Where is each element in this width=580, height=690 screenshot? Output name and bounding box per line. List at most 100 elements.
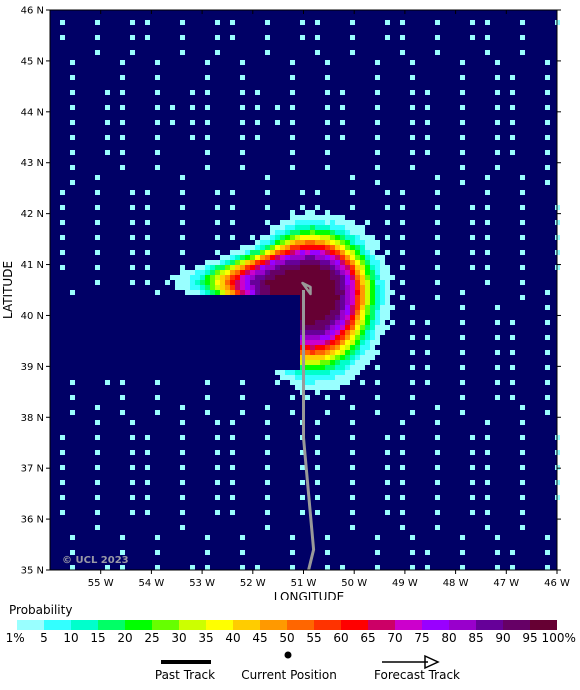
probability-cell [345,265,350,270]
probability-cell [290,285,295,290]
probability-cell [375,550,380,555]
probability-cell [305,395,310,400]
probability-cell [70,410,75,415]
probability-cell [320,215,325,220]
probability-cell [325,165,330,170]
probability-cell [325,245,330,250]
probability-cell [145,435,150,440]
probability-cell [275,235,280,240]
probability-cell [265,280,270,285]
probability-field [60,20,560,570]
probability-cell [145,205,150,210]
lat-tick-label: 39 N [21,362,44,373]
probability-cell [360,260,365,265]
probability-cell [165,280,170,285]
probability-cell [185,290,190,295]
probability-cell [380,310,385,315]
probability-cell [495,305,500,310]
probability-cell [320,290,325,295]
probability-cell [350,375,355,380]
probability-cell [305,375,310,380]
probability-cell [385,285,390,290]
probability-cell [340,285,345,290]
probability-cell [305,335,310,340]
probability-cell [155,410,160,415]
probability-cell [205,275,210,280]
probability-cell [195,285,200,290]
probability-cell [245,275,250,280]
probability-cell [200,285,205,290]
probability-cell [360,285,365,290]
probability-cell [130,420,135,425]
probability-cell [190,565,195,570]
probability-cell [240,565,245,570]
probability-cell [325,320,330,325]
probability-cell [375,270,380,275]
probability-cell [345,330,350,335]
probability-cell [230,270,235,275]
probability-cell [235,275,240,280]
probability-cell [335,365,340,370]
probability-cell [360,230,365,235]
probability-cell [350,330,355,335]
probability-cell [180,265,185,270]
probability-cell [320,370,325,375]
probability-cell [280,270,285,275]
probability-cell [460,335,465,340]
probability-cell [345,320,350,325]
probability-cell [305,230,310,235]
probability-cell [305,355,310,360]
probability-cell [285,235,290,240]
probability-cell [305,245,310,250]
track-end-arrow [301,281,312,296]
probability-cell [60,435,65,440]
probability-cell [265,175,270,180]
probability-cell [95,205,100,210]
probability-cell [390,305,395,310]
probability-cell [130,450,135,455]
probability-cell [310,225,315,230]
probability-cell [305,340,310,345]
probability-cell [295,375,300,380]
probability-cell [350,405,355,410]
probability-cell [400,35,405,40]
probability-cell [230,250,235,255]
probability-cell [390,290,395,295]
probability-cell [375,310,380,315]
probability-cell [305,210,310,215]
probability-cell [240,250,245,255]
probability-cell [155,150,160,155]
probability-cell [335,265,340,270]
probability-cell [205,260,210,265]
probability-cell [240,535,245,540]
probability-cell [325,275,330,280]
probability-cell [330,275,335,280]
probability-cell [155,565,160,570]
probability-cell [365,275,370,280]
probability-cell [325,265,330,270]
probability-cell [95,465,100,470]
probability-cell [375,60,380,65]
probability-cell [350,310,355,315]
probability-cell [385,280,390,285]
probability-cell [200,290,205,295]
probability-cell [280,255,285,260]
probability-cell [280,285,285,290]
probability-cell [345,305,350,310]
probability-cell [260,240,265,245]
probability-cell [350,265,355,270]
probability-cell [290,370,295,375]
probability-scale-label: 90 [495,631,511,645]
probability-cell [195,265,200,270]
probability-cell [380,295,385,300]
lat-tick-label: 35 N [21,566,44,577]
probability-cell [370,270,375,275]
probability-cell [485,20,490,25]
probability-cell [425,150,430,155]
probability-cell [305,280,310,285]
probability-cell [120,120,125,125]
probability-cell [145,510,150,515]
probability-cell [265,265,270,270]
probability-cell [245,280,250,285]
probability-cell [265,510,270,515]
